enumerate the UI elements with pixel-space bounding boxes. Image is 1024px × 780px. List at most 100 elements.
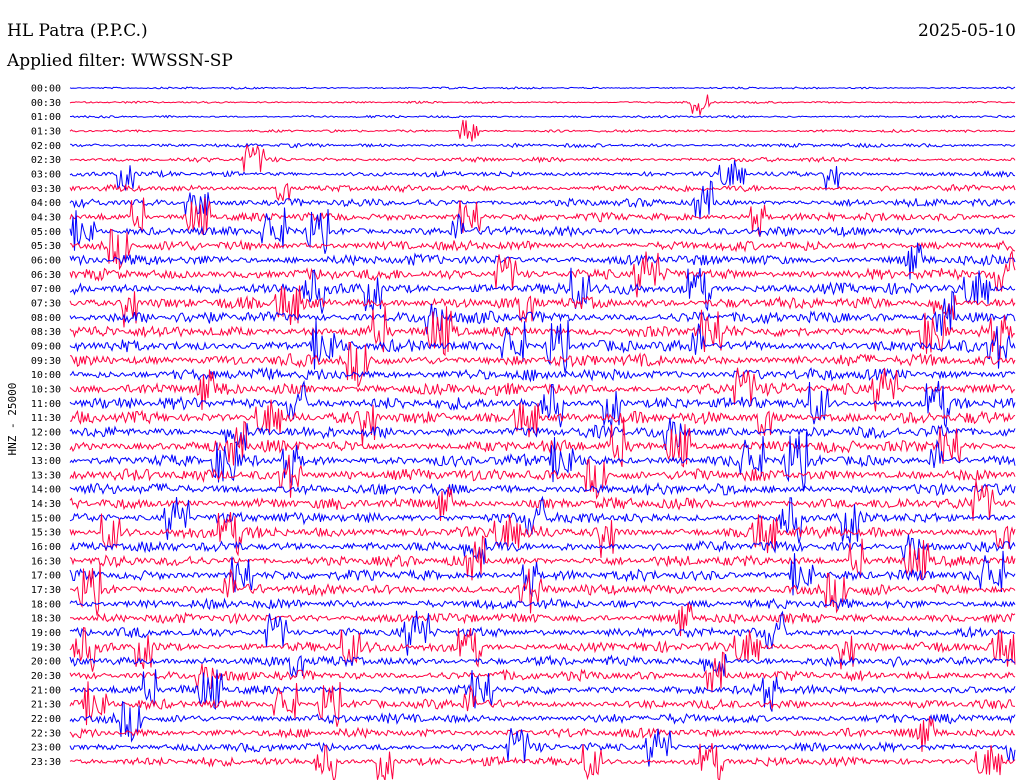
trace-row <box>69 654 1016 678</box>
row-time-label: 13:30 <box>31 470 61 481</box>
row-time-label: 21:30 <box>31 700 61 711</box>
trace-row <box>69 419 1016 468</box>
row-time-label: 11:30 <box>31 413 61 424</box>
trace-row <box>69 160 1016 192</box>
trace-row <box>69 417 1016 451</box>
row-time-label: 09:00 <box>31 341 61 352</box>
row-time-label: 04:30 <box>31 212 61 223</box>
trace-row <box>69 535 1016 581</box>
row-time-label: 23:00 <box>31 743 61 754</box>
trace-row <box>69 267 1016 314</box>
row-time-label: 13:00 <box>31 456 61 467</box>
trace-row <box>69 597 1016 611</box>
row-time-label: 16:30 <box>31 556 61 567</box>
row-time-label: 18:00 <box>31 599 61 610</box>
trace-row <box>69 207 1016 254</box>
row-time-label: 07:30 <box>31 298 61 309</box>
trace-row <box>70 602 1016 637</box>
trace-row <box>69 681 1016 727</box>
row-time-label: 22:30 <box>31 728 61 739</box>
trace-row <box>69 534 1016 565</box>
trace-row <box>69 550 1016 597</box>
row-time-label: 12:30 <box>31 442 61 453</box>
row-time-label: 18:30 <box>31 614 61 625</box>
seismic-traces <box>69 86 1016 780</box>
row-time-label: 15:00 <box>31 513 61 524</box>
row-time-label: 02:30 <box>31 155 61 166</box>
row-time-label: 06:30 <box>31 270 61 281</box>
row-time-label: 19:30 <box>31 642 61 653</box>
row-time-label: 15:30 <box>31 528 61 539</box>
row-time-label: 16:00 <box>31 542 61 553</box>
trace-row <box>69 454 1016 500</box>
trace-row <box>69 610 1016 656</box>
trace-row <box>69 94 1016 116</box>
trace-row <box>69 341 1016 388</box>
trace-row <box>69 626 1016 672</box>
trace-row <box>69 651 1016 693</box>
trace-row <box>69 743 1016 780</box>
trace-row <box>69 144 1016 172</box>
trace-row <box>69 399 1016 446</box>
row-time-label: 17:00 <box>31 571 61 582</box>
row-time-label: 03:30 <box>31 184 61 195</box>
row-time-label: 08:00 <box>31 313 61 324</box>
trace-row <box>69 367 1016 412</box>
trace-row <box>69 180 1016 220</box>
date-label: 2025-05-10 <box>917 21 1016 41</box>
trace-row <box>69 728 1016 767</box>
trace-row <box>69 142 1016 149</box>
trace-row <box>69 564 1016 616</box>
trace-row <box>69 197 1016 238</box>
trace-row <box>69 495 1016 544</box>
row-time-label: 00:30 <box>31 98 61 109</box>
row-time-label: 06:00 <box>31 255 61 266</box>
trace-row <box>69 249 1016 298</box>
station-title: HL Patra (P.P.C.) <box>7 21 148 41</box>
row-time-label: 19:00 <box>31 628 61 639</box>
trace-row <box>69 228 1016 271</box>
row-time-label: 12:00 <box>31 427 61 438</box>
row-time-label: 14:30 <box>31 499 61 510</box>
row-time-label: 05:00 <box>31 227 61 238</box>
trace-row <box>69 290 1016 336</box>
row-time-label: 10:00 <box>31 370 61 381</box>
row-time-label: 04:00 <box>31 198 61 209</box>
row-time-label: 00:00 <box>31 84 61 95</box>
row-time-label: 23:30 <box>31 757 61 768</box>
trace-row <box>69 305 1016 359</box>
row-time-label: 03:00 <box>31 169 61 180</box>
trace-row <box>69 481 1016 497</box>
trace-row <box>69 320 1016 373</box>
row-time-label: 14:00 <box>31 485 61 496</box>
row-time-label: 11:00 <box>31 399 61 410</box>
row-time-label: 01:00 <box>31 112 61 123</box>
row-time-label: 21:00 <box>31 685 61 696</box>
trace-row <box>69 379 1016 430</box>
trace-row <box>69 431 1016 491</box>
trace-row <box>69 285 1016 328</box>
trace-row <box>69 114 1016 119</box>
trace-row <box>69 700 1016 743</box>
row-time-label: 08:30 <box>31 327 61 338</box>
trace-row <box>69 716 1015 752</box>
row-time-label: 17:30 <box>31 585 61 596</box>
row-time-label: 01:30 <box>31 126 61 137</box>
trace-row <box>69 366 1016 383</box>
trace-row <box>69 669 1016 712</box>
row-time-label: 22:00 <box>31 714 61 725</box>
trace-row <box>69 512 1016 558</box>
row-time-label: 09:30 <box>31 356 61 367</box>
row-time-label: 02:00 <box>31 141 61 152</box>
row-time-label: 20:30 <box>31 671 61 682</box>
filter-label: Applied filter: WWSSN-SP <box>7 51 233 71</box>
trace-row <box>69 182 1016 202</box>
row-time-label: 20:00 <box>31 657 61 668</box>
time-labels: 00:00 00:30 01:00 01:30 02:00 02:30 03:00 03:30… <box>31 84 61 769</box>
trace-row <box>69 86 1016 90</box>
row-time-label: 05:30 <box>31 241 61 252</box>
trace-row <box>69 119 1016 142</box>
trace-row <box>69 242 1016 280</box>
row-time-label: 07:00 <box>31 284 61 295</box>
